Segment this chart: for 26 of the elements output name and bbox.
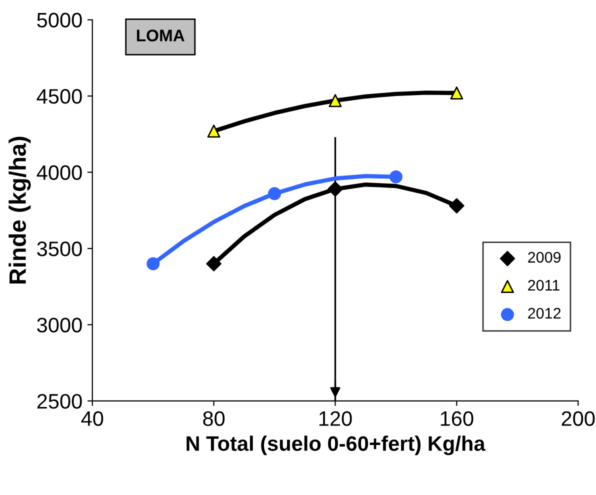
y-tick-label: 3000 xyxy=(37,318,82,332)
point xyxy=(449,198,464,214)
point xyxy=(389,170,402,184)
y-tick-label: 3500 xyxy=(37,241,82,256)
y-tick-label: 5000 xyxy=(37,12,82,28)
legend-label: 2012 xyxy=(528,308,561,319)
point xyxy=(207,124,220,138)
legend-label: 2011 xyxy=(528,280,560,291)
x-tick-label: 120 xyxy=(319,411,352,426)
point xyxy=(450,86,464,100)
x-tick-label: 200 xyxy=(562,411,595,426)
legend-label: 2009 xyxy=(528,252,561,263)
y-tick-label: 4500 xyxy=(36,89,82,104)
point xyxy=(268,187,282,200)
point xyxy=(206,256,222,272)
y-tick-label: 4000 xyxy=(36,165,82,180)
chart-title: LOMA xyxy=(136,30,184,42)
y-axis-title: Rinde (kg/ha) xyxy=(8,136,31,284)
point xyxy=(328,181,343,197)
point xyxy=(146,257,160,270)
x-tick-label: 160 xyxy=(440,411,474,426)
x-tick-label: 80 xyxy=(203,411,225,426)
x-tick-label: 40 xyxy=(81,411,104,426)
x-axis-title: N Total (suelo 0-60+fert) Kg/ha xyxy=(186,436,486,456)
point xyxy=(328,94,342,108)
y-tick-label: 2500 xyxy=(37,394,82,409)
